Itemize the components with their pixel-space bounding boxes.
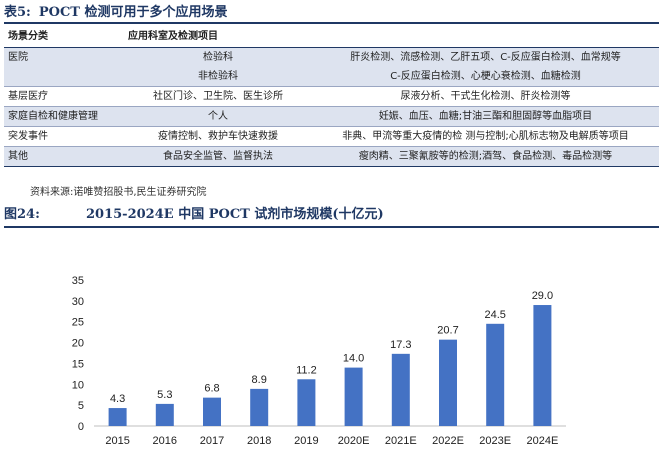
- row-category: 其他: [4, 146, 124, 167]
- row-items: C-反应蛋白检测、心梗心衰检测、血糖检测: [312, 67, 659, 87]
- bar-value-label: 24.5: [484, 309, 505, 321]
- row-dept: 检验科: [124, 47, 312, 67]
- table-body: 医院 检验科 肝炎检测、流感检测、乙肝五项、C-反应蛋白检测、血常规等 非检验科 C-反…: [4, 47, 659, 167]
- x-tick-label: 2022E: [432, 435, 464, 447]
- figure-label: 图24:: [4, 207, 40, 222]
- y-tick-label: 25: [72, 317, 84, 329]
- bar: [155, 403, 174, 426]
- row-items: 瘦肉精、三聚氰胺等的检测;酒驾、食品检测、毒品检测等: [312, 146, 659, 167]
- table-title: 表5: POCT 检测可用于多个应用场景: [4, 4, 659, 24]
- bar: [533, 305, 552, 426]
- row-items: 肝炎检测、流感检测、乙肝五项、C-反应蛋白检测、血常规等: [312, 47, 659, 67]
- bar-value-label: 29.0: [532, 290, 553, 302]
- header-scenario: 场景分类: [4, 26, 124, 48]
- x-tick-label: 2020E: [338, 435, 370, 447]
- row-dept: 疫情控制、救护车快速救援: [124, 126, 312, 147]
- row-dept: 社区门诊、卫生院、医生诊所: [124, 86, 312, 107]
- table-row: 突发事件 疫情控制、救护车快速救援 非典、甲流等重大疫情的检 测与控制;心肌标志物及…: [4, 126, 659, 147]
- bar: [391, 353, 410, 426]
- x-tick-label: 2021E: [385, 435, 417, 447]
- figure-title-text: 2015-2024E 中国 POCT 试剂市场规模(十亿元): [86, 207, 384, 222]
- x-tick-label: 2018: [247, 435, 271, 447]
- y-tick-label: 20: [72, 338, 84, 350]
- row-dept: 食品安全监管、监督执法: [124, 146, 312, 167]
- table-row: 家庭自检和健康管理 个人 妊娠、血压、血糖;甘油三酯和胆固醇等血脂项目: [4, 106, 659, 127]
- source-note: 资料来源:诺唯赞招股书,民生证券研究院: [30, 187, 207, 198]
- row-category: 突发事件: [4, 126, 124, 147]
- row-dept: 非检验科: [124, 67, 312, 87]
- row-category: 基层医疗: [4, 86, 124, 107]
- table-label: 表5:: [4, 5, 31, 20]
- x-tick-label: 2016: [153, 435, 177, 447]
- bar-value-label: 5.3: [157, 389, 172, 401]
- y-tick-label: 30: [72, 296, 84, 308]
- bar: [108, 408, 127, 426]
- x-tick-label: 2023E: [479, 435, 511, 447]
- bar-value-label: 11.2: [296, 364, 317, 376]
- bar-value-label: 17.3: [390, 339, 411, 351]
- x-tick-label: 2019: [294, 435, 318, 447]
- y-tick-label: 35: [72, 275, 84, 287]
- row-category: 家庭自检和健康管理: [4, 106, 124, 127]
- y-tick-label: 0: [78, 421, 84, 433]
- y-tick-label: 5: [78, 400, 84, 412]
- row-category: 医院: [4, 47, 124, 67]
- poct-market-bar-chart: 0 5 10 15 20 25 30 35 4.3 2015 5.3 2016 6.8 2017 8.9 20…: [72, 275, 566, 447]
- row-items: 妊娠、血压、血糖;甘油三酯和胆固醇等血脂项目: [312, 106, 659, 127]
- bar-value-label: 6.8: [204, 383, 219, 395]
- bar-value-label: 14.0: [343, 353, 364, 365]
- y-tick-label: 10: [72, 379, 84, 391]
- figure-title: 图24: 2015-2024E 中国 POCT 试剂市场规模(十亿元): [4, 206, 659, 228]
- bar: [344, 367, 363, 426]
- table-row: 非检验科 C-反应蛋白检测、心梗心衰检测、血糖检测: [4, 67, 659, 87]
- x-tick-label: 2017: [200, 435, 224, 447]
- x-tick-label: 2015: [105, 435, 129, 447]
- bar: [297, 379, 316, 426]
- table-row: 医院 检验科 肝炎检测、流感检测、乙肝五项、C-反应蛋白检测、血常规等: [4, 47, 659, 67]
- bar-value-label: 20.7: [437, 325, 458, 337]
- table-header-row: 场景分类 应用科室及检测项目: [4, 26, 659, 48]
- y-tick-label: 15: [72, 358, 84, 370]
- table-title-text: POCT 检测可用于多个应用场景: [38, 5, 228, 20]
- table-row: 其他 食品安全监管、监督执法 瘦肉精、三聚氰胺等的检测;酒驾、食品检测、毒品检测等: [4, 146, 659, 167]
- bar: [203, 397, 221, 426]
- x-tick-label: 2024E: [526, 435, 558, 447]
- row-category: [4, 67, 124, 87]
- row-items: 非典、甲流等重大疫情的检 测与控制;心肌标志物及电解质等项目: [312, 126, 659, 147]
- row-items: 尿液分析、干式生化检测、肝炎检测等: [312, 86, 659, 107]
- bar: [250, 388, 269, 426]
- bar-value-label: 4.3: [110, 393, 125, 405]
- row-dept: 个人: [124, 106, 312, 127]
- bar: [486, 323, 505, 426]
- bar-value-label: 8.9: [252, 374, 267, 386]
- header-dept-items: 应用科室及检测项目: [124, 26, 659, 48]
- poct-scenario-table: 场景分类 应用科室及检测项目 医院 检验科 肝炎检测、流感检测、乙肝五项、C-反应蛋…: [4, 26, 659, 167]
- bar: [439, 339, 457, 426]
- table-row: 基层医疗 社区门诊、卫生院、医生诊所 尿液分析、干式生化检测、肝炎检测等: [4, 86, 659, 107]
